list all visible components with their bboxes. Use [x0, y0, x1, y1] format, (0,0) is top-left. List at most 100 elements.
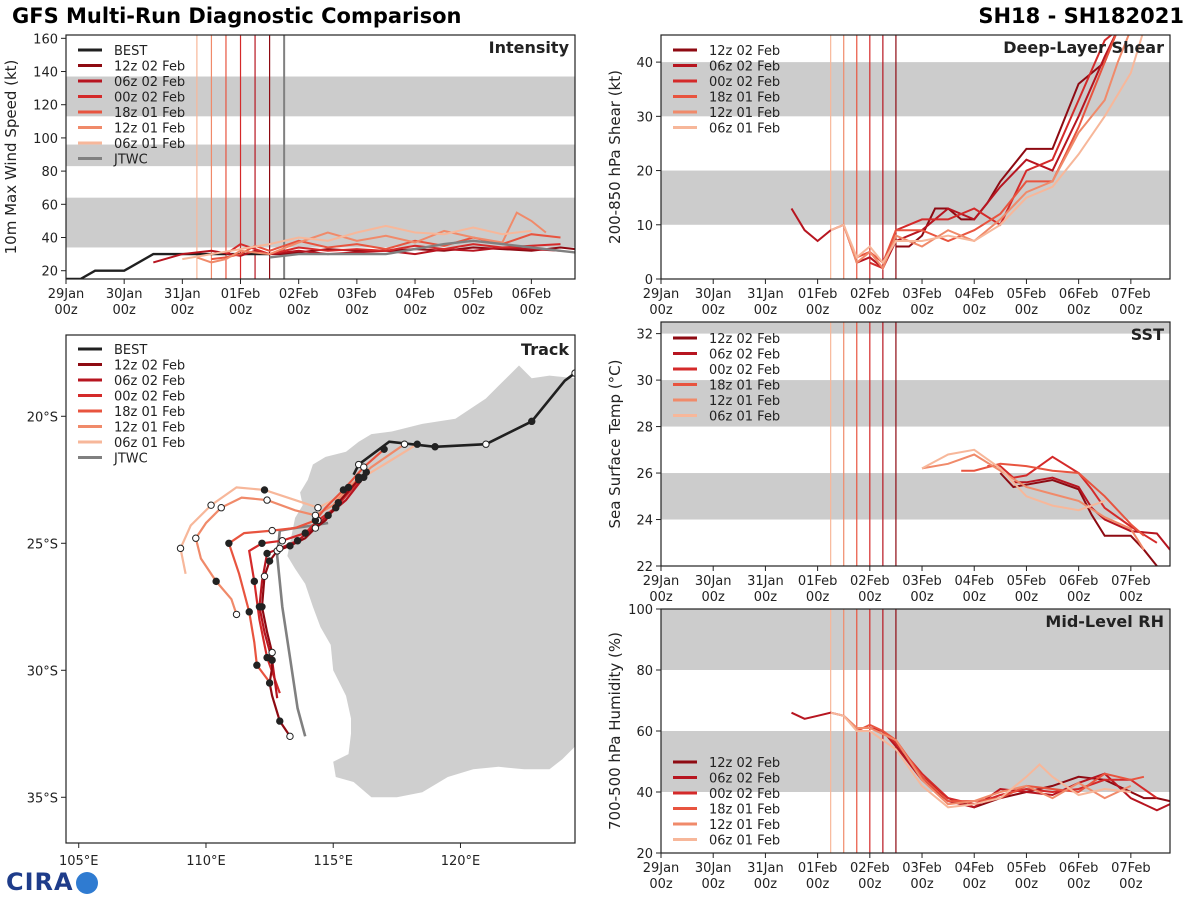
- track-point: [314, 504, 322, 512]
- shear-panel: [656, 34, 1171, 284]
- sst-series-line: [921, 448, 1106, 512]
- sst-xtick-hour: 00z: [754, 590, 778, 605]
- rh-title: Mid-Level RH: [1045, 612, 1164, 631]
- intensity-legend-label: 18z 01 Feb: [114, 106, 185, 121]
- intensity-panel: [61, 34, 576, 284]
- track-xtick-label: 120°E: [441, 854, 481, 869]
- track-point: [482, 440, 490, 448]
- track-title: Track: [521, 340, 569, 359]
- sst-frame: [660, 321, 1171, 567]
- intensity-xtick-day: 30Jan: [106, 287, 143, 302]
- track-point: [176, 544, 185, 553]
- sst-xtick-hour: 00z: [858, 590, 882, 605]
- shear-ytick-label: 40: [636, 56, 653, 71]
- sst-band: [661, 380, 1170, 427]
- rh-xtick-day: 01Feb: [798, 861, 838, 876]
- rh-ytick-label: 20: [636, 847, 653, 862]
- intensity-xtick-day: 05Feb: [453, 287, 493, 302]
- track-legend-label: 06z 01 Feb: [114, 436, 185, 451]
- rh-xtick-day: 31Jan: [747, 861, 784, 876]
- intensity-ytick-label: 100: [33, 132, 58, 147]
- shear-xtick-day: 04Feb: [954, 287, 994, 302]
- sst-ytick-label: 22: [636, 560, 653, 575]
- shear-ylabel: 200-850 hPa Shear (kt): [606, 70, 624, 244]
- rh-xtick-day: 06Feb: [1059, 861, 1099, 876]
- track-point: [400, 440, 409, 448]
- track-point: [232, 610, 241, 619]
- rh-ytick-label: 40: [636, 786, 653, 801]
- shear-series-line: [830, 35, 1144, 265]
- rh-ytick-label: 60: [636, 725, 653, 740]
- track-ytick-label: 25°S: [27, 537, 58, 552]
- track-point: [293, 537, 302, 545]
- track-point: [263, 549, 271, 558]
- track-point: [276, 717, 284, 725]
- track-point: [268, 526, 276, 535]
- intensity-ytick-label: 80: [41, 165, 58, 180]
- shear-xtick-hour: 00z: [1067, 303, 1091, 318]
- track-point: [250, 577, 259, 586]
- rh-legend-label: 06z 01 Feb: [709, 834, 780, 849]
- track-ytick-label: 30°S: [27, 664, 58, 679]
- intensity-xtick-hour: 00z: [112, 303, 136, 318]
- sst-band: [661, 322, 1170, 334]
- shear-xtick-hour: 00z: [910, 303, 934, 318]
- sst-legend-label: 00z 02 Feb: [709, 363, 780, 378]
- intensity-title: Intensity: [489, 38, 570, 57]
- track-point: [260, 486, 269, 494]
- sst-ylabel: Sea Surface Temp (°C): [606, 359, 624, 528]
- track-point: [380, 445, 388, 453]
- shear-plot-area: [661, 35, 1170, 279]
- rh-xtick-hour: 00z: [649, 877, 673, 892]
- intensity-xtick-hour: 00z: [54, 303, 78, 318]
- intensity-series-line: [182, 224, 532, 261]
- sst-ytick-label: 26: [636, 467, 653, 482]
- intensity-xtick-day: 06Feb: [512, 287, 552, 302]
- sst-ytick-label: 30: [636, 374, 653, 389]
- sst-legend-label: 18z 01 Feb: [709, 379, 780, 394]
- track-point: [278, 537, 287, 545]
- track-plot-area: [176, 335, 575, 843]
- track-line: [275, 521, 329, 737]
- rh-xtick-hour: 00z: [1119, 877, 1143, 892]
- shear-legend-label: 06z 01 Feb: [709, 122, 780, 137]
- track-legend-label: 18z 01 Feb: [114, 405, 185, 420]
- sst-xtick-hour: 00z: [910, 590, 934, 605]
- intensity-legend-label: BEST: [114, 44, 147, 59]
- rh-ytick-label: 100: [628, 603, 653, 618]
- shear-legend-label: 18z 01 Feb: [709, 91, 780, 106]
- shear-ytick-label: 30: [636, 110, 653, 125]
- shear-xtick-hour: 00z: [702, 303, 726, 318]
- intensity-xtick-hour: 00z: [345, 303, 369, 318]
- shear-xtick-day: 07Feb: [1111, 287, 1151, 302]
- intensity-xtick-day: 31Jan: [164, 287, 201, 302]
- shear-frame: [660, 34, 1171, 280]
- track-point: [286, 732, 294, 741]
- shear-xtick-hour: 00z: [858, 303, 882, 318]
- sst-xtick-day: 06Feb: [1059, 574, 1099, 589]
- sst-xtick-day: 02Feb: [850, 574, 890, 589]
- track-point: [207, 501, 215, 509]
- shear-xtick-hour: 00z: [963, 303, 987, 318]
- rh-xtick-day: 02Feb: [850, 861, 890, 876]
- sst-panel: [656, 321, 1171, 571]
- shear-legend-label: 12z 02 Feb: [709, 44, 780, 59]
- rh-xtick-hour: 00z: [1015, 877, 1039, 892]
- intensity-xtick-day: 04Feb: [395, 287, 435, 302]
- rh-xtick-day: 05Feb: [1007, 861, 1047, 876]
- shear-xtick-day: 05Feb: [1007, 287, 1047, 302]
- shear-title: Deep-Layer Shear: [1003, 38, 1164, 57]
- intensity-legend-label: 12z 01 Feb: [114, 122, 185, 137]
- sst-xtick-hour: 00z: [1067, 590, 1091, 605]
- track-point: [528, 417, 536, 426]
- intensity-xtick-day: 02Feb: [279, 287, 319, 302]
- rh-xtick-day: 07Feb: [1111, 861, 1151, 876]
- track-panel: [61, 334, 576, 848]
- intensity-ytick-label: 120: [33, 99, 58, 114]
- rh-ytick-label: 80: [636, 664, 653, 679]
- sst-xtick-hour: 00z: [649, 590, 673, 605]
- sst-legend-label: 12z 01 Feb: [709, 394, 780, 409]
- intensity-series-line: [269, 239, 575, 259]
- intensity-legend-label: 12z 02 Feb: [114, 60, 185, 75]
- track-ytick-label: 20°S: [27, 410, 58, 425]
